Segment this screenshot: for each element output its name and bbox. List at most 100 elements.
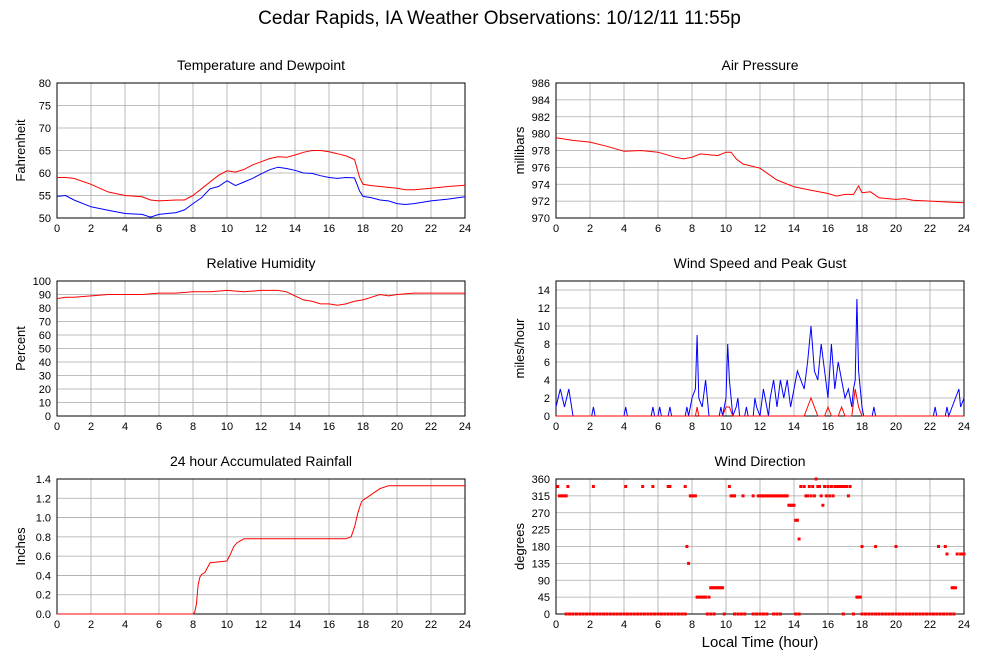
data-point: [683, 485, 687, 488]
y-tick-label: 40: [39, 357, 51, 369]
data-point: [908, 612, 912, 616]
data-point: [931, 612, 935, 616]
x-tick-label: 22: [425, 619, 437, 631]
data-point: [775, 612, 779, 616]
data-point: [598, 612, 602, 616]
chart-title-direction: Wind Direction: [714, 453, 805, 469]
y-tick-label: 1.4: [36, 474, 51, 486]
data-point: [702, 595, 706, 599]
x-tick-label: 2: [88, 223, 94, 235]
x-tick-label: 16: [323, 421, 335, 433]
data-point: [843, 485, 847, 488]
data-point: [948, 612, 952, 616]
data-point: [911, 612, 915, 616]
x-tick-label: 4: [621, 619, 627, 631]
data-point: [722, 612, 726, 616]
x-tick-label: 16: [822, 223, 834, 235]
x-tick-label: 24: [459, 223, 471, 235]
data-point: [755, 612, 759, 616]
data-point: [884, 612, 888, 616]
x-tick-label: 14: [289, 223, 301, 235]
x-tick-label: 4: [122, 619, 128, 631]
data-point: [612, 612, 616, 616]
data-point: [556, 485, 560, 488]
data-point: [673, 612, 677, 616]
plot-frame: [56, 82, 466, 219]
data-point: [773, 494, 777, 498]
series-line-wind-0: [555, 298, 965, 418]
x-tick-label: 0: [54, 421, 60, 433]
y-tick-label: 0.0: [36, 609, 51, 621]
data-point: [595, 612, 599, 616]
data-point: [688, 494, 692, 498]
data-point: [564, 612, 568, 616]
data-point: [857, 595, 861, 599]
data-point: [870, 612, 874, 616]
data-point: [852, 612, 855, 616]
data-point: [952, 586, 956, 590]
x-tick-label: 0: [553, 619, 559, 631]
data-point: [687, 561, 691, 565]
plot-frame: [56, 478, 466, 615]
x-tick-label: 20: [391, 421, 403, 433]
data-point: [564, 494, 568, 498]
y-tick-label: 6: [544, 357, 550, 369]
x-tick-label: 8: [190, 223, 196, 235]
series-line-temp-0: [57, 150, 466, 202]
data-point: [712, 612, 716, 616]
data-point: [840, 485, 844, 488]
data-point: [959, 552, 963, 556]
data-point: [819, 494, 823, 498]
data-point: [874, 612, 878, 616]
x-tick-label: 0: [54, 223, 60, 235]
y-tick-label: 50: [39, 344, 51, 356]
data-point: [770, 494, 774, 498]
data-point: [821, 503, 825, 507]
data-point: [824, 494, 828, 498]
data-point: [792, 503, 796, 507]
series-line-humidity-0: [56, 289, 465, 306]
data-point: [751, 612, 755, 616]
data-point: [950, 586, 954, 590]
data-point: [683, 612, 687, 616]
x-tick-label: 20: [890, 619, 902, 631]
y-tick-label: 974: [532, 179, 550, 191]
y-tick-label: 982: [532, 112, 550, 124]
data-point: [651, 485, 655, 488]
data-point: [574, 612, 578, 616]
x-tick-label: 22: [425, 421, 437, 433]
x-tick-label: 24: [958, 223, 970, 235]
data-point: [581, 612, 585, 616]
x-tick-label: 12: [255, 619, 267, 631]
y-tick-label: 0.4: [36, 570, 51, 582]
x-tick-label: 2: [587, 223, 593, 235]
x-tick-label: 24: [459, 421, 471, 433]
data-point: [797, 612, 801, 616]
data-point: [954, 586, 957, 590]
y-tick-label: 70: [39, 123, 51, 135]
y-tick-label: 65: [39, 146, 51, 158]
y-tick-label: 135: [532, 558, 550, 570]
y-axis-label-wind: miles/hour: [512, 318, 527, 379]
x-tick-label: 6: [655, 619, 661, 631]
y-tick-label: 90: [39, 290, 51, 302]
x-tick-label: 6: [655, 421, 661, 433]
data-point: [605, 612, 609, 616]
data-point: [799, 485, 803, 488]
y-tick-label: 972: [532, 196, 550, 208]
data-point: [955, 552, 959, 556]
data-point: [855, 595, 859, 599]
y-axis-label-pressure: millibars: [512, 126, 527, 174]
y-tick-label: 60: [39, 330, 51, 342]
data-point: [778, 494, 782, 498]
x-tick-label: 8: [689, 223, 695, 235]
data-point: [619, 612, 623, 616]
data-point: [836, 485, 840, 488]
data-point: [960, 552, 964, 556]
data-point: [659, 612, 663, 616]
y-tick-label: 0.6: [36, 551, 51, 563]
data-point: [765, 612, 769, 616]
data-point: [894, 545, 898, 548]
